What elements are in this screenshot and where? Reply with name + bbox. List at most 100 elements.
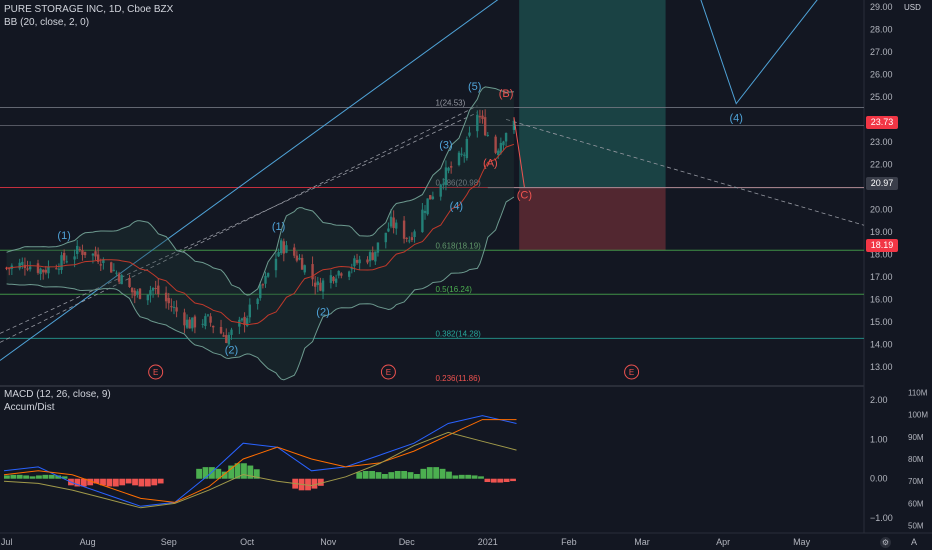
bb-legend[interactable]: BB (20, close, 2, 0) xyxy=(4,17,90,28)
macd-histogram-bar xyxy=(119,478,126,486)
fib-label: 1(24.53) xyxy=(435,98,465,107)
candle-body xyxy=(405,237,408,239)
candle-body xyxy=(337,270,340,276)
candle-body xyxy=(112,269,116,271)
ad-legend[interactable]: Accum/Dist xyxy=(4,402,55,413)
macd-histogram-bar xyxy=(388,472,395,479)
candle-body xyxy=(222,335,225,337)
candle-body xyxy=(408,240,411,242)
candle-body xyxy=(44,269,48,273)
time-tick: Mar xyxy=(634,537,650,547)
candle-body xyxy=(183,312,186,326)
candle-body xyxy=(313,282,317,287)
macd-histogram-bar xyxy=(478,476,484,479)
trend-dashed-down xyxy=(505,119,865,226)
candle-body xyxy=(402,220,406,239)
candle-body xyxy=(374,251,377,262)
macd-histogram-bar xyxy=(4,475,10,479)
trend-channel-upper xyxy=(0,0,499,361)
macd-histogram-bar xyxy=(311,478,318,489)
candle-body xyxy=(504,132,508,142)
price-tick: 17.00 xyxy=(870,272,893,282)
candle-body xyxy=(157,285,160,295)
macd-legend[interactable]: MACD (12, 26, close, 9) xyxy=(4,389,111,400)
macd-histogram-bar xyxy=(484,478,491,483)
candle-body xyxy=(481,115,484,120)
ad-tick: 60M xyxy=(908,499,924,508)
earnings-marker xyxy=(624,364,640,380)
symbol-legend[interactable]: PURE STORAGE INC, 1D, Cboe BZX xyxy=(4,4,174,15)
candle-body xyxy=(423,210,427,213)
price-tick: 27.00 xyxy=(870,47,893,57)
price-tick: 15.00 xyxy=(870,317,893,327)
wave-c-path xyxy=(513,117,525,188)
candle-body xyxy=(130,287,134,293)
macd-histogram-bar xyxy=(458,474,465,479)
macd-histogram-bar xyxy=(375,472,382,479)
macd-histogram-bar xyxy=(426,467,433,479)
candle-body xyxy=(248,304,252,318)
macd-histogram-bar xyxy=(93,478,100,484)
candle-body xyxy=(185,319,189,328)
candle-body xyxy=(230,329,233,335)
ad-tick: 80M xyxy=(908,455,924,464)
macd-histogram-bar xyxy=(202,467,209,479)
candle-body xyxy=(60,255,63,270)
ad-tick: 50M xyxy=(908,522,924,531)
macd-histogram-bar xyxy=(394,470,401,479)
macd-histogram-bar xyxy=(414,473,420,479)
macd-histogram-bar xyxy=(401,470,408,479)
candle-body xyxy=(39,268,42,275)
candle-body xyxy=(512,120,516,130)
candle-body xyxy=(219,326,223,334)
fib-label: 0.236(11.86) xyxy=(435,374,480,383)
auto-scale-button[interactable]: A xyxy=(910,537,917,547)
macd-histogram-bar xyxy=(215,468,222,479)
price-tick: 22.00 xyxy=(870,159,893,169)
macd-histogram-bar xyxy=(439,468,446,479)
macd-histogram-bar xyxy=(305,478,311,491)
price-tick: 14.00 xyxy=(870,340,893,350)
macd-histogram-bar xyxy=(138,478,145,487)
candle-body xyxy=(392,217,395,228)
candle-body xyxy=(91,253,95,256)
macd-histogram-bar xyxy=(132,478,138,486)
macd-histogram-bar xyxy=(497,478,504,483)
macd-histogram-bar xyxy=(106,478,113,487)
candle-body xyxy=(442,183,445,185)
earnings-label: E xyxy=(629,368,634,377)
candle-body xyxy=(277,252,280,257)
price-tick: 29.00 xyxy=(870,2,893,12)
time-tick: Feb xyxy=(561,537,577,547)
macd-histogram-bar xyxy=(362,470,369,479)
macd-histogram-bar xyxy=(74,478,81,487)
candle-body xyxy=(303,265,306,273)
candle-body xyxy=(439,184,442,197)
price-tick: 20.00 xyxy=(870,205,893,215)
candle-body xyxy=(76,245,79,254)
candle-body xyxy=(355,259,359,263)
candle-body xyxy=(293,247,296,256)
macd-histogram-bar xyxy=(221,471,228,479)
macd-histogram-bar xyxy=(490,478,497,483)
accum-dist-line xyxy=(3,431,517,509)
candle-body xyxy=(240,318,244,321)
macd-histogram-bar xyxy=(503,478,510,483)
macd-tick: 0.00 xyxy=(870,474,888,484)
candle-body xyxy=(212,325,215,328)
candle-body xyxy=(384,232,387,243)
candle-body xyxy=(264,275,267,284)
candle-body xyxy=(28,266,32,270)
macd-line xyxy=(3,415,517,507)
candle-body xyxy=(463,154,466,156)
candle-body xyxy=(468,132,471,136)
gear-icon[interactable]: ⚙ xyxy=(880,537,891,548)
candle-body xyxy=(295,255,299,261)
candle-body xyxy=(136,291,139,295)
candle-body xyxy=(413,231,416,238)
wave-label: (3) xyxy=(439,140,452,152)
macd-histogram-bar xyxy=(510,478,516,482)
currency-label: USD xyxy=(904,3,921,12)
